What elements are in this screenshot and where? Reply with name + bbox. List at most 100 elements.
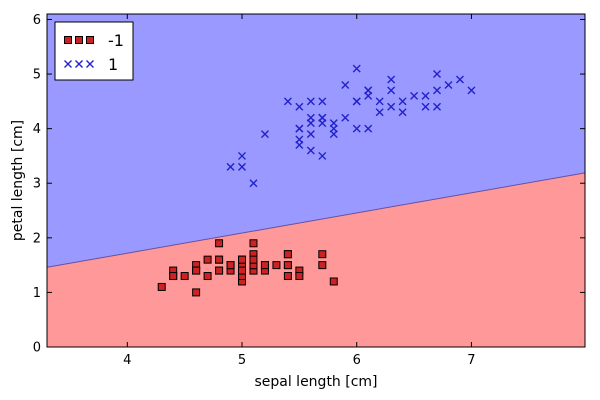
data-point bbox=[455, 75, 464, 84]
data-point bbox=[444, 80, 453, 89]
data-point bbox=[318, 261, 327, 270]
legend-box bbox=[54, 21, 134, 81]
data-point bbox=[283, 272, 292, 281]
data-point bbox=[283, 97, 292, 106]
y-tick-label: 4 bbox=[33, 122, 41, 137]
y-axis-label: petal length [cm] bbox=[10, 120, 26, 241]
x-tick-label: 6 bbox=[353, 353, 361, 368]
y-tick-label: 3 bbox=[33, 177, 41, 192]
data-point bbox=[387, 102, 396, 111]
data-point bbox=[398, 108, 407, 117]
decision-boundary bbox=[46, 172, 586, 268]
data-point bbox=[226, 261, 235, 270]
data-point bbox=[283, 261, 292, 270]
y-tick-label: 1 bbox=[33, 286, 41, 301]
data-point bbox=[306, 130, 315, 139]
legend-marker bbox=[64, 60, 72, 68]
data-point bbox=[215, 255, 224, 264]
data-point bbox=[318, 151, 327, 160]
data-point bbox=[375, 97, 384, 106]
data-point bbox=[283, 250, 292, 259]
data-point bbox=[180, 272, 189, 281]
data-point bbox=[238, 266, 247, 275]
data-point bbox=[215, 266, 224, 275]
data-point bbox=[295, 141, 304, 150]
legend-marker bbox=[86, 60, 94, 68]
data-point bbox=[192, 266, 201, 275]
legend: -11 bbox=[54, 21, 134, 81]
data-point bbox=[238, 255, 247, 264]
data-point bbox=[318, 250, 327, 259]
data-point bbox=[352, 97, 361, 106]
legend-marker bbox=[86, 36, 94, 44]
data-point bbox=[295, 124, 304, 133]
data-point bbox=[387, 75, 396, 84]
data-point bbox=[433, 70, 442, 79]
data-point bbox=[226, 162, 235, 171]
data-point bbox=[364, 124, 373, 133]
data-point bbox=[203, 255, 212, 264]
data-point bbox=[192, 288, 201, 297]
data-point bbox=[272, 261, 281, 270]
decision-regions bbox=[47, 14, 585, 347]
data-point bbox=[306, 113, 315, 122]
data-point bbox=[341, 113, 350, 122]
data-point bbox=[318, 119, 327, 128]
legend-marker bbox=[64, 36, 72, 44]
data-point bbox=[249, 255, 258, 264]
legend-marker bbox=[75, 36, 83, 44]
legend-entry: 1 bbox=[64, 55, 118, 74]
plot-frame bbox=[46, 13, 586, 348]
x-axis-label: sepal length [cm] bbox=[254, 374, 377, 390]
series-1 bbox=[226, 64, 476, 188]
legend-entry: -1 bbox=[64, 31, 124, 50]
data-point bbox=[352, 124, 361, 133]
data-point bbox=[203, 272, 212, 281]
data-point bbox=[467, 86, 476, 95]
legend-marker bbox=[75, 60, 83, 68]
x-tick-label: 7 bbox=[467, 353, 475, 368]
data-point bbox=[352, 64, 361, 73]
data-point bbox=[410, 91, 419, 100]
data-point bbox=[329, 277, 338, 286]
data-point bbox=[341, 80, 350, 89]
data-points bbox=[157, 64, 476, 297]
data-point bbox=[238, 151, 247, 160]
y-tick-label: 5 bbox=[33, 68, 41, 83]
data-point bbox=[215, 239, 224, 248]
data-point bbox=[169, 272, 178, 281]
data-point bbox=[306, 97, 315, 106]
region-class-neg1 bbox=[47, 172, 585, 347]
data-point bbox=[157, 282, 166, 291]
data-point bbox=[295, 102, 304, 111]
data-point bbox=[421, 102, 430, 111]
data-point bbox=[329, 124, 338, 133]
y-tick-label: 0 bbox=[33, 341, 41, 356]
data-point bbox=[295, 272, 304, 281]
data-point bbox=[387, 86, 396, 95]
data-point bbox=[238, 162, 247, 171]
x-tick-label: 4 bbox=[123, 353, 131, 368]
y-tick-label: 6 bbox=[33, 13, 41, 28]
data-point bbox=[249, 179, 258, 188]
data-point bbox=[260, 261, 269, 270]
y-tick-label: 2 bbox=[33, 231, 41, 246]
data-point bbox=[318, 97, 327, 106]
data-point bbox=[433, 102, 442, 111]
data-point bbox=[249, 239, 258, 248]
data-point bbox=[398, 97, 407, 106]
data-point bbox=[364, 91, 373, 100]
data-point bbox=[433, 86, 442, 95]
boundary-line bbox=[46, 172, 586, 268]
legend-label: 1 bbox=[108, 55, 118, 74]
x-tick-label: 5 bbox=[238, 353, 246, 368]
data-point bbox=[375, 108, 384, 117]
legend-label: -1 bbox=[108, 31, 124, 50]
axis-ticks: 4 5 6 7 0 1 2 3 4 5 6 bbox=[33, 13, 585, 368]
region-class-1 bbox=[47, 14, 585, 268]
data-point bbox=[306, 146, 315, 155]
series-neg1 bbox=[157, 239, 338, 297]
data-point bbox=[260, 130, 269, 139]
data-point bbox=[421, 91, 430, 100]
